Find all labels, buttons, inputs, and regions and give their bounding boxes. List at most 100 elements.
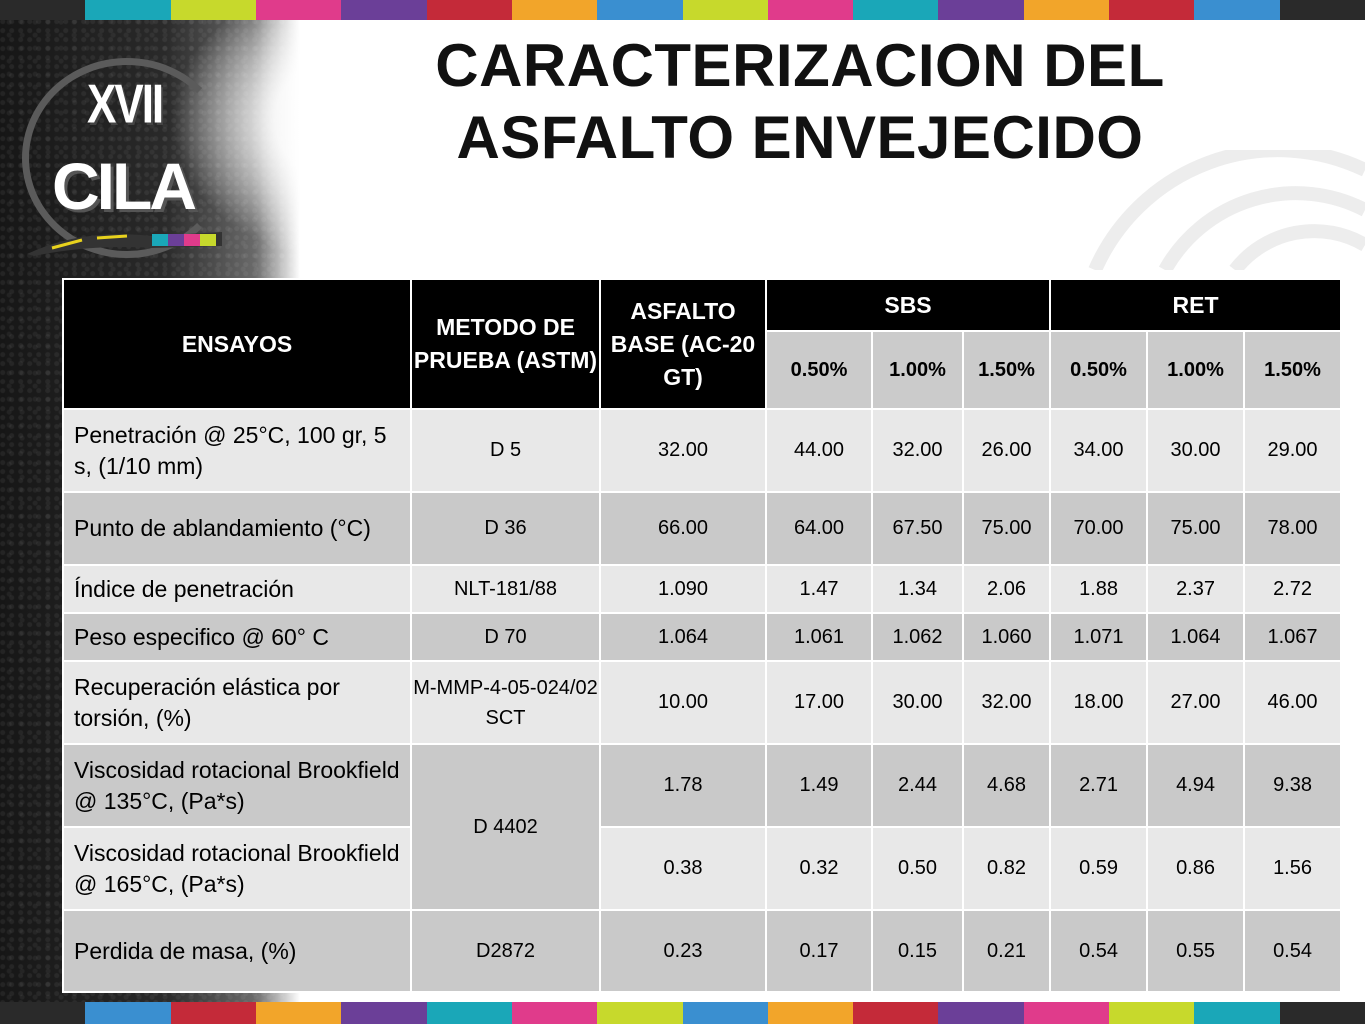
top-color-stripe bbox=[0, 0, 1365, 20]
value-cell: 0.59 bbox=[1049, 826, 1149, 911]
value-cell: 44.00 bbox=[765, 408, 873, 493]
value-cell: 70.00 bbox=[1049, 491, 1149, 566]
value-cell: 0.54 bbox=[1049, 909, 1149, 993]
value-cell: 4.68 bbox=[961, 743, 1052, 828]
metodo-cell: M-MMP-4-05-024/02 SCT bbox=[410, 660, 601, 745]
stripe-segment bbox=[767, 1002, 854, 1024]
value-cell: 2.71 bbox=[1049, 743, 1149, 828]
stripe-segment bbox=[426, 0, 512, 20]
stripe-segment bbox=[85, 1002, 171, 1024]
stripe-segment bbox=[426, 1002, 512, 1024]
header-ensayos: ENSAYOS bbox=[62, 278, 412, 410]
cila-logo: XVII CILA bbox=[22, 58, 252, 258]
value-cell: 64.00 bbox=[765, 491, 873, 566]
value-cell: 1.061 bbox=[765, 612, 873, 662]
value-cell: 0.55 bbox=[1146, 909, 1246, 993]
stripe-segment bbox=[255, 0, 342, 20]
value-cell: 9.38 bbox=[1243, 743, 1343, 828]
value-cell: 0.21 bbox=[961, 909, 1052, 993]
value-cell: 0.82 bbox=[961, 826, 1052, 911]
ensayo-cell: Viscosidad rotacional Brookfield @ 135°C… bbox=[62, 743, 412, 828]
value-cell: 2.44 bbox=[871, 743, 964, 828]
value-cell: 17.00 bbox=[765, 660, 873, 745]
stripe-segment bbox=[0, 0, 86, 20]
table-row: Viscosidad rotacional Brookfield @ 135°C… bbox=[62, 743, 1343, 911]
stripe-segment bbox=[853, 0, 939, 20]
stripe-segment bbox=[682, 0, 768, 20]
stripe-segment bbox=[85, 0, 171, 20]
value-cell: 0.15 bbox=[871, 909, 964, 993]
table-row: Peso especifico @ 60° C D 70 1.064 1.061… bbox=[62, 612, 1343, 662]
stripe-segment bbox=[1194, 0, 1280, 20]
header-ret: RET bbox=[1049, 278, 1343, 332]
logo-name: CILA bbox=[52, 149, 197, 223]
value-cell: 0.54 bbox=[1243, 909, 1343, 993]
characterization-table: ENSAYOS METODO DE PRUEBA (ASTM) ASFALTO … bbox=[62, 278, 1343, 993]
value-cell: 1.56 bbox=[1243, 826, 1343, 911]
value-cell: 32.00 bbox=[961, 660, 1052, 745]
value-cell: 1.49 bbox=[765, 743, 873, 828]
value-cell: 1.47 bbox=[765, 564, 873, 614]
value-cell: 75.00 bbox=[961, 491, 1052, 566]
metodo-cell: NLT-181/88 bbox=[410, 564, 601, 614]
metodo-cell: D 70 bbox=[410, 612, 601, 662]
title-line-2: ASFALTO ENVEJECIDO bbox=[456, 104, 1144, 171]
subheader-ret-050: 0.50% bbox=[1049, 330, 1149, 410]
value-cell: 78.00 bbox=[1243, 491, 1343, 566]
value-cell: 1.067 bbox=[1243, 612, 1343, 662]
value-cell: 46.00 bbox=[1243, 660, 1343, 745]
table-row: Viscosidad rotacional Brookfield @ 165°C… bbox=[62, 826, 1343, 911]
stripe-segment bbox=[938, 0, 1024, 20]
stripe-segment bbox=[597, 1002, 683, 1024]
subheader-sbs-150: 1.50% bbox=[961, 330, 1052, 410]
stripe-segment bbox=[341, 1002, 427, 1024]
value-cell: 27.00 bbox=[1146, 660, 1246, 745]
base-cell: 0.38 bbox=[599, 826, 767, 911]
value-cell: 1.062 bbox=[871, 612, 964, 662]
ensayo-cell: Peso especifico @ 60° C bbox=[62, 612, 412, 662]
value-cell: 0.32 bbox=[765, 826, 873, 911]
table-row: Índice de penetración NLT-181/88 1.090 1… bbox=[62, 564, 1343, 614]
stripe-segment bbox=[170, 1002, 256, 1024]
page-title: CARACTERIZACION DEL ASFALTO ENVEJECIDO bbox=[300, 30, 1300, 174]
stripe-segment bbox=[938, 1002, 1024, 1024]
stripe-segment bbox=[511, 0, 598, 20]
value-cell: 4.94 bbox=[1146, 743, 1246, 828]
stripe-segment bbox=[853, 1002, 939, 1024]
subheader-sbs-100: 1.00% bbox=[871, 330, 964, 410]
stripe-segment bbox=[341, 0, 427, 20]
value-cell: 0.50 bbox=[871, 826, 964, 911]
value-cell: 34.00 bbox=[1049, 408, 1149, 493]
stripe-segment bbox=[1109, 1002, 1195, 1024]
value-cell: 30.00 bbox=[1146, 408, 1246, 493]
value-cell: 67.50 bbox=[871, 491, 964, 566]
logo-ring bbox=[22, 58, 232, 258]
value-cell: 1.060 bbox=[961, 612, 1052, 662]
value-cell: 18.00 bbox=[1049, 660, 1149, 745]
value-cell: 75.00 bbox=[1146, 491, 1246, 566]
header-metodo: METODO DE PRUEBA (ASTM) bbox=[410, 278, 601, 410]
header-asfalto-base: ASFALTO BASE (AC-20 GT) bbox=[599, 278, 767, 410]
table-row: Perdida de masa, (%) D2872 0.23 0.17 0.1… bbox=[62, 909, 1343, 993]
stripe-segment bbox=[0, 1002, 86, 1024]
ensayo-cell: Viscosidad rotacional Brookfield @ 165°C… bbox=[62, 826, 412, 911]
base-cell: 1.78 bbox=[599, 743, 767, 828]
value-cell: 1.88 bbox=[1049, 564, 1149, 614]
ensayo-cell: Punto de ablandamiento (°C) bbox=[62, 491, 412, 566]
ensayo-cell: Índice de penetración bbox=[62, 564, 412, 614]
stripe-segment bbox=[767, 0, 854, 20]
metodo-cell: D 4402 bbox=[410, 743, 601, 911]
value-cell: 1.34 bbox=[871, 564, 964, 614]
subheader-sbs-050: 0.50% bbox=[765, 330, 873, 410]
value-cell: 32.00 bbox=[871, 408, 964, 493]
decorative-arcs bbox=[1088, 150, 1365, 270]
value-cell: 0.17 bbox=[765, 909, 873, 993]
value-cell: 1.064 bbox=[1146, 612, 1246, 662]
value-cell: 2.72 bbox=[1243, 564, 1343, 614]
logo-numeral: XVII bbox=[87, 73, 164, 135]
stripe-segment bbox=[255, 1002, 342, 1024]
ensayo-cell: Recuperación elástica por torsión, (%) bbox=[62, 660, 412, 745]
base-cell: 32.00 bbox=[599, 408, 767, 493]
stripe-segment bbox=[1194, 1002, 1280, 1024]
stripe-segment bbox=[1023, 1002, 1110, 1024]
